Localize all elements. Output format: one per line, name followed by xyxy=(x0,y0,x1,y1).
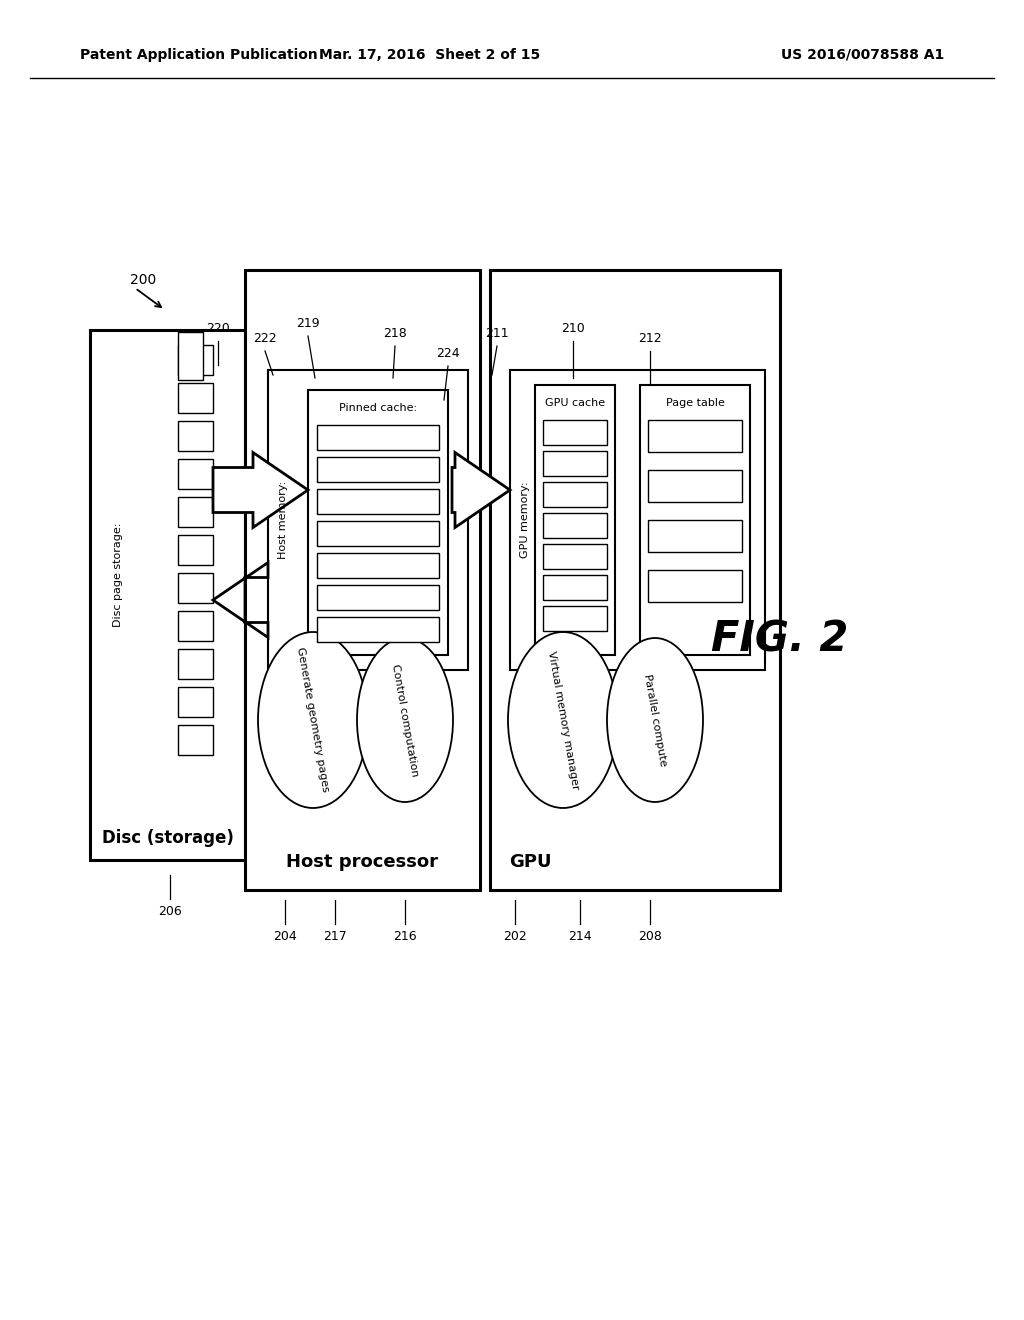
Bar xyxy=(317,553,439,578)
Text: 212: 212 xyxy=(638,333,662,345)
Bar xyxy=(245,271,480,890)
Bar xyxy=(640,385,750,655)
Bar xyxy=(178,535,213,565)
Bar xyxy=(543,606,607,631)
Bar xyxy=(317,425,439,450)
Ellipse shape xyxy=(508,632,618,808)
Bar xyxy=(178,573,213,603)
Bar xyxy=(543,451,607,477)
Bar xyxy=(543,544,607,569)
Text: Page table: Page table xyxy=(666,399,724,408)
Text: 202: 202 xyxy=(503,931,527,942)
Text: 219: 219 xyxy=(296,317,319,330)
Bar xyxy=(178,345,213,375)
Bar xyxy=(535,385,615,655)
Bar xyxy=(178,498,213,527)
Text: US 2016/0078588 A1: US 2016/0078588 A1 xyxy=(780,48,944,62)
Bar xyxy=(317,585,439,610)
Bar xyxy=(317,457,439,482)
Bar xyxy=(178,686,213,717)
Text: 211: 211 xyxy=(485,327,509,341)
Ellipse shape xyxy=(258,632,368,808)
Text: 216: 216 xyxy=(393,931,417,942)
Bar xyxy=(317,521,439,546)
Text: Generate geometry pages: Generate geometry pages xyxy=(295,647,331,793)
Bar xyxy=(648,470,742,502)
Text: Patent Application Publication: Patent Application Publication xyxy=(80,48,317,62)
Text: 214: 214 xyxy=(568,931,592,942)
Bar xyxy=(317,616,439,642)
Text: GPU: GPU xyxy=(509,853,551,871)
Bar xyxy=(543,482,607,507)
Text: 208: 208 xyxy=(638,931,662,942)
Bar xyxy=(178,459,213,488)
Bar xyxy=(648,570,742,602)
Bar xyxy=(648,420,742,451)
Bar xyxy=(178,649,213,678)
Text: Mar. 17, 2016  Sheet 2 of 15: Mar. 17, 2016 Sheet 2 of 15 xyxy=(319,48,541,62)
Text: Parallel compute: Parallel compute xyxy=(642,673,668,767)
Text: Control computation: Control computation xyxy=(390,663,420,777)
Bar xyxy=(308,389,449,655)
Ellipse shape xyxy=(357,638,453,803)
Bar xyxy=(178,611,213,642)
Text: 220: 220 xyxy=(206,322,229,335)
Text: 218: 218 xyxy=(383,327,407,341)
Bar xyxy=(90,330,245,861)
Text: 210: 210 xyxy=(561,322,585,335)
Text: Virtual memory manager: Virtual memory manager xyxy=(546,649,581,791)
Polygon shape xyxy=(452,453,510,528)
Bar xyxy=(510,370,765,671)
Text: FIG. 2: FIG. 2 xyxy=(712,619,849,661)
Text: Disc (storage): Disc (storage) xyxy=(101,829,233,847)
Bar xyxy=(268,370,468,671)
Bar xyxy=(178,333,203,380)
Polygon shape xyxy=(213,453,308,528)
Bar xyxy=(490,271,780,890)
Bar xyxy=(178,383,213,413)
Text: Host memory:: Host memory: xyxy=(278,480,288,560)
Text: 206: 206 xyxy=(158,906,182,917)
Text: GPU memory:: GPU memory: xyxy=(520,482,530,558)
Text: Host processor: Host processor xyxy=(287,853,438,871)
Text: 224: 224 xyxy=(436,347,460,360)
Text: 222: 222 xyxy=(253,333,276,345)
Ellipse shape xyxy=(607,638,703,803)
Text: 200: 200 xyxy=(130,273,157,286)
Bar xyxy=(543,576,607,601)
Text: Disc page storage:: Disc page storage: xyxy=(113,523,123,627)
Bar xyxy=(543,420,607,445)
Bar xyxy=(648,520,742,552)
Polygon shape xyxy=(213,562,268,638)
Text: 204: 204 xyxy=(273,931,297,942)
Text: 217: 217 xyxy=(324,931,347,942)
Bar xyxy=(178,725,213,755)
Bar xyxy=(317,488,439,513)
Bar xyxy=(178,421,213,451)
Text: GPU cache: GPU cache xyxy=(545,399,605,408)
Text: Pinned cache:: Pinned cache: xyxy=(339,403,417,413)
Bar xyxy=(543,513,607,539)
